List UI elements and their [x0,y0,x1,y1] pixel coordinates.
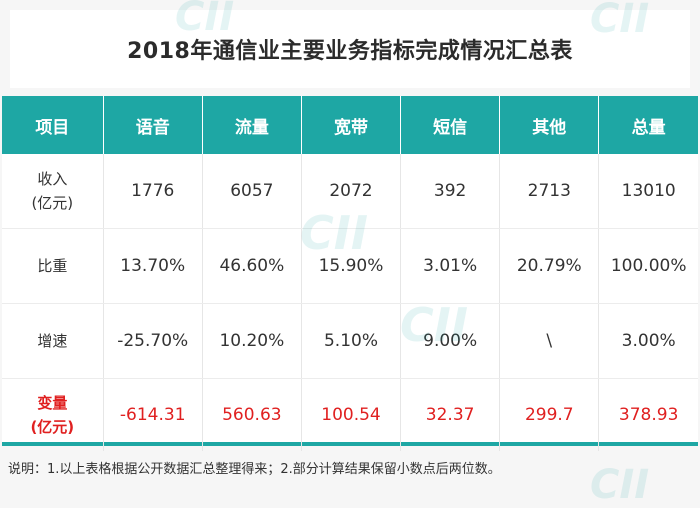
table-cell: 100.54 [301,378,402,451]
table-cell: 46.60% [202,228,302,304]
table-cell: 560.63 [202,378,302,451]
table-cell: 2072 [301,154,402,229]
row-label: 变量 (亿元) [2,378,104,451]
row-label-line: 变量 [37,394,68,412]
table-cell: 13010 [598,154,698,229]
table-row: 比重 13.70% 46.60% 15.90% 3.01% 20.79% 100.00% [2,228,698,304]
table-cell: 100.00% [598,228,698,304]
page-title: 2018年通信业主要业务指标完成情况汇总表 [127,39,573,64]
row-label: 增速 [2,303,104,379]
table-cell: 15.90% [301,228,402,304]
summary-table: 项目 语音 流量 宽带 短信 其他 总量 收入 (亿元) 1776 6057 2072 3… [2,96,698,451]
row-label-line: 收入 [37,170,68,188]
table-cell: 1776 [103,154,203,229]
header-voice: 语音 [103,96,203,154]
row-label: 收入 (亿元) [2,154,104,229]
summary-table-wrap: 项目 语音 流量 宽带 短信 其他 总量 收入 (亿元) 1776 6057 2072 3… [2,96,698,451]
row-label-line: 增速 [37,332,68,350]
table-cell: 9.00% [400,303,501,379]
table-row: 增速 -25.70% 10.20% 5.10% 9.00% \ 3.00% [2,303,698,379]
header-traffic: 流量 [202,96,302,154]
table-cell: 6057 [202,154,302,229]
title-box: 2018年通信业主要业务指标完成情况汇总表 [10,10,690,88]
table-cell: 2713 [499,154,600,229]
table-header-row: 项目 语音 流量 宽带 短信 其他 总量 [2,96,698,154]
table-cell: 3.00% [598,303,698,379]
table-cell: -25.70% [103,303,203,379]
table-cell: 378.93 [618,405,679,425]
table-cell: 10.20% [202,303,302,379]
header-item: 项目 [2,96,104,154]
table-cell: 13.70% [103,228,203,304]
table-cell: 299.7 [499,378,600,451]
table-cell: 392 [400,154,501,229]
table-row: 变量 (亿元) -614.31 560.63 100.54 32.37 299.7 378.9… [2,378,698,451]
row-label-line: 比重 [37,257,68,275]
header-broadband: 宽带 [301,96,402,154]
row-label-line: (亿元) [31,194,74,212]
header-sms: 短信 [400,96,501,154]
table-cell: 32.37 [400,378,501,451]
header-total: 总量 [598,96,698,154]
row-label: 比重 [2,228,104,304]
table-cell: 20.79% [499,228,600,304]
header-other: 其他 [499,96,600,154]
table-row: 收入 (亿元) 1776 6057 2072 392 2713 13010 [2,154,698,229]
table-cell: 3.01% [400,228,501,304]
row-label-line: (亿元) [30,418,75,436]
table-cell: -614.31 [103,378,203,451]
table-cell: 5.10% [301,303,402,379]
footnote: 说明：1.以上表格根据公开数据汇总整理得来；2.部分计算结果保留小数点后两位数。 [8,462,501,477]
table-cell: \ [499,303,600,379]
